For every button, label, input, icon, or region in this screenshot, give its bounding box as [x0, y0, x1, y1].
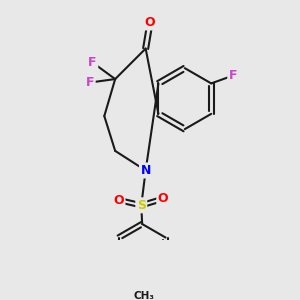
Text: CH₃: CH₃	[134, 291, 155, 300]
Text: S: S	[137, 199, 146, 212]
Text: O: O	[158, 192, 168, 205]
Text: O: O	[113, 194, 124, 207]
Text: O: O	[145, 16, 155, 29]
Text: F: F	[229, 69, 237, 82]
Text: N: N	[140, 164, 151, 177]
Text: F: F	[88, 56, 97, 69]
Text: F: F	[86, 76, 94, 89]
